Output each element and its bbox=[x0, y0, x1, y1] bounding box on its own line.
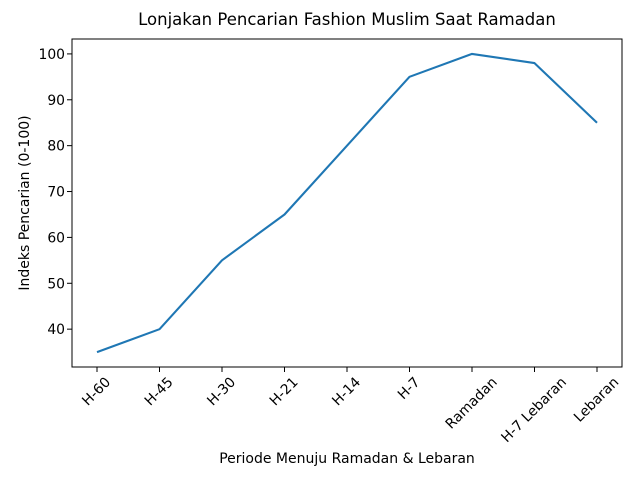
x-tick-label: H-60 bbox=[79, 374, 114, 409]
axes-frame bbox=[71, 38, 623, 368]
y-tick-label: 100 bbox=[38, 47, 65, 63]
y-tick-label: 70 bbox=[47, 185, 65, 201]
y-tick-label: 90 bbox=[47, 93, 65, 109]
y-axis-label: Indeks Pencarian (0-100) bbox=[17, 115, 33, 290]
x-tick-label: H-7 bbox=[395, 374, 423, 402]
y-tick-label: 60 bbox=[47, 230, 65, 246]
x-tick-label: H-30 bbox=[204, 374, 239, 409]
x-tick-label: Ramadan bbox=[443, 374, 501, 432]
x-tick-label: H-21 bbox=[267, 374, 302, 409]
y-tick-label: 80 bbox=[47, 139, 65, 155]
data-line bbox=[96, 52, 598, 354]
x-axis-label: Periode Menuju Ramadan & Lebaran bbox=[219, 451, 475, 467]
y-tick-label: 40 bbox=[47, 322, 65, 338]
plot-area: 40 50 60 70 80 90 100 H-60 H-45 H-30 H-21 H-14 H-7 Ra… bbox=[38, 38, 623, 446]
x-tick-label: Lebaran bbox=[571, 374, 622, 425]
x-tick-label: H-7 Lebaran bbox=[498, 374, 569, 445]
x-tick-label: H-14 bbox=[329, 374, 364, 409]
chart-title: Lonjakan Pencarian Fashion Muslim Saat R… bbox=[138, 10, 556, 29]
y-tick-label: 50 bbox=[47, 276, 65, 292]
x-tick-label: H-45 bbox=[142, 374, 177, 409]
